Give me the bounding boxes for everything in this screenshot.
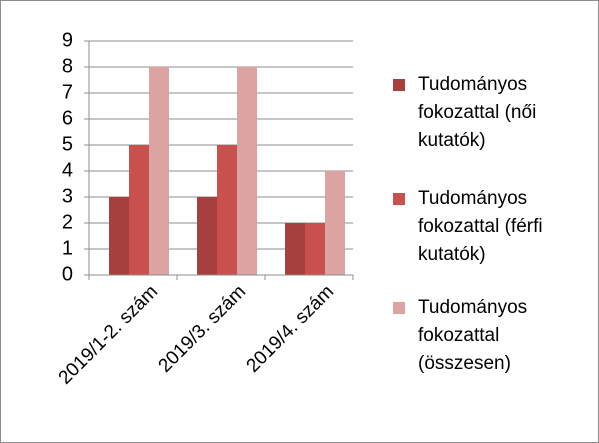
y-tick-label: 0 xyxy=(62,263,73,285)
y-tick-label: 7 xyxy=(62,81,73,103)
x-tick-label: 2019/3. szám xyxy=(155,281,251,377)
x-tick-label: 2019/4. szám xyxy=(243,281,339,377)
y-tick-label: 6 xyxy=(62,107,73,129)
bar xyxy=(197,197,217,275)
y-tick-label: 4 xyxy=(62,159,73,181)
legend-swatch xyxy=(393,79,405,91)
y-tick-label: 1 xyxy=(62,237,73,259)
bar xyxy=(237,67,257,275)
x-tick-label: 2019/1-2. szám xyxy=(55,281,162,388)
bar xyxy=(285,223,305,275)
bar xyxy=(109,197,129,275)
y-tick-label: 3 xyxy=(62,185,73,207)
legend-label: Tudományos fokozattal (női kutatók) xyxy=(418,74,537,151)
bar xyxy=(325,171,345,275)
y-tick-label: 8 xyxy=(62,55,73,77)
bar xyxy=(305,223,325,275)
legend-entry: Tudományos fokozattal (férfi kutatók) xyxy=(393,185,593,269)
legend-swatch xyxy=(393,302,405,314)
legend-entry: Tudományos fokozattal (összesen) xyxy=(393,294,593,378)
y-tick-label: 5 xyxy=(62,133,73,155)
bar xyxy=(129,145,149,275)
legend-entry: Tudományos fokozattal (női kutatók) xyxy=(393,71,593,155)
y-tick-label: 9 xyxy=(62,29,73,51)
legend-label: Tudományos fokozattal (összesen) xyxy=(418,297,528,374)
bar xyxy=(149,67,169,275)
y-tick-label: 2 xyxy=(62,211,73,233)
legend-label: Tudományos fokozattal (férfi kutatók) xyxy=(418,188,543,265)
legend-swatch xyxy=(393,193,405,205)
bar xyxy=(217,145,237,275)
